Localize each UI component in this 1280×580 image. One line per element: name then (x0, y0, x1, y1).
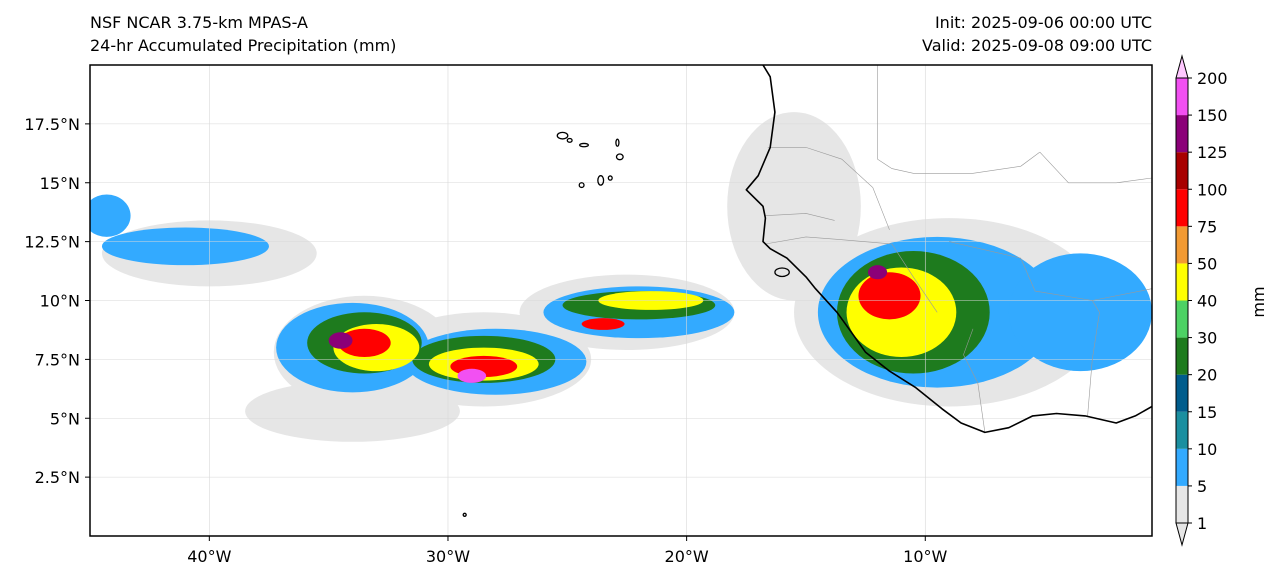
island-cape-verde-sal (615, 138, 620, 147)
colorbar-tick-label: 200 (1197, 69, 1228, 88)
island-cape-verde-sao-vicente (566, 137, 573, 143)
colorbar-extend-high (1175, 54, 1189, 79)
precip-coastal-haze (727, 112, 861, 301)
colorbar-segment (1176, 226, 1188, 264)
precip-se-blue (1008, 253, 1152, 372)
init-time: Init: 2025-09-06 00:00 UTC (934, 13, 1152, 32)
colorbar-tick-label: 100 (1197, 180, 1228, 199)
lat-tick-label: 5°N (50, 409, 80, 428)
colorbar-extend-low (1175, 522, 1189, 547)
lat-tick-label: 17.5°N (24, 115, 80, 134)
precip-africa-red (858, 272, 921, 320)
field-title: 24-hr Accumulated Precipitation (mm) (90, 36, 397, 55)
lon-tick-label: 40°W (187, 547, 231, 566)
map-content (90, 65, 1152, 536)
island-cape-verde-santiago (597, 175, 605, 186)
colorbar-tick-label: 10 (1197, 440, 1217, 459)
precip-band-pink-central (457, 368, 487, 383)
lat-tick-label: 7.5°N (35, 350, 80, 369)
colorbar-segment (1176, 374, 1188, 412)
colorbar-segment (1176, 115, 1188, 153)
valid-time: Valid: 2025-09-08 09:00 UTC (921, 36, 1152, 55)
country-border (949, 241, 1152, 301)
colorbar-segment (1176, 300, 1188, 338)
precip-far-west-blob (90, 194, 131, 237)
colorbar-tick-label: 30 (1197, 329, 1217, 348)
colorbar-tick-label: 15 (1197, 403, 1217, 422)
colorbar-tick-label: 5 (1197, 477, 1207, 496)
country-borders (765, 65, 1152, 433)
country-border (767, 147, 890, 230)
island-bijagos-islands (774, 267, 790, 278)
precip-south-shield (245, 380, 460, 442)
colorbar-segment (1176, 411, 1188, 449)
coastlines (462, 65, 1152, 517)
colorbar-segment (1176, 337, 1188, 375)
precip-band-magenta-west (328, 332, 353, 349)
colorbar-tick-label: 75 (1197, 217, 1217, 236)
country-border (877, 65, 1040, 174)
colorbar-segment (1176, 448, 1188, 486)
lon-tick-label: 10°W (903, 547, 947, 566)
country-border (1087, 300, 1100, 416)
island-cape-verde-santo-antao (556, 131, 569, 140)
model-title: NSF NCAR 3.75-km MPAS-A (90, 13, 308, 32)
country-border (963, 328, 986, 433)
colorbar-segment (1176, 263, 1188, 301)
lat-tick-label: 10°N (40, 292, 80, 311)
gridlines (90, 65, 1152, 536)
precip-band-red-east (581, 318, 625, 330)
colorbar-segment (1176, 78, 1188, 116)
colorbar-tick-label: 125 (1197, 143, 1228, 162)
lat-tick-label: 15°N (40, 174, 80, 193)
island-cape-verde-sao-nicolau (579, 142, 589, 148)
precip-west-tail-blue (101, 227, 269, 266)
colorbar-tick-label: 40 (1197, 292, 1217, 311)
lat-tick-label: 12.5°N (24, 233, 80, 252)
precip-africa-magenta (868, 265, 888, 280)
colorbar-segment (1176, 485, 1188, 523)
island-st-peter-paul-rocks (462, 512, 467, 517)
country-border (765, 236, 938, 313)
map-axes: 2.5°N 5°N 7.5°N 10°N 12.5°N 15°N 17.5°N 40°W 30°… (24, 115, 947, 566)
colorbar-tick-label: 20 (1197, 366, 1217, 385)
precip-band-red-west (338, 328, 391, 358)
lat-tick-label: 2.5°N (35, 468, 80, 487)
island-cape-verde-fogo (578, 182, 585, 189)
colorbar-tick-label: 1 (1197, 514, 1207, 533)
lon-tick-label: 20°W (665, 547, 709, 566)
colorbar-tick-label: 50 (1197, 254, 1217, 273)
island-cape-verde-maio (607, 175, 613, 181)
island-cape-verde-boa-vista (615, 153, 624, 161)
colorbar-unit-label: mm (1249, 286, 1268, 317)
country-border (765, 213, 835, 221)
africa-coastline (745, 65, 1152, 434)
colorbar-segment (1176, 152, 1188, 190)
colorbar-segment (1176, 189, 1188, 227)
colorbar-tick-label: 150 (1197, 106, 1228, 125)
lon-tick-label: 30°W (426, 547, 470, 566)
country-border (1039, 151, 1152, 184)
precip-layer (90, 112, 1152, 442)
